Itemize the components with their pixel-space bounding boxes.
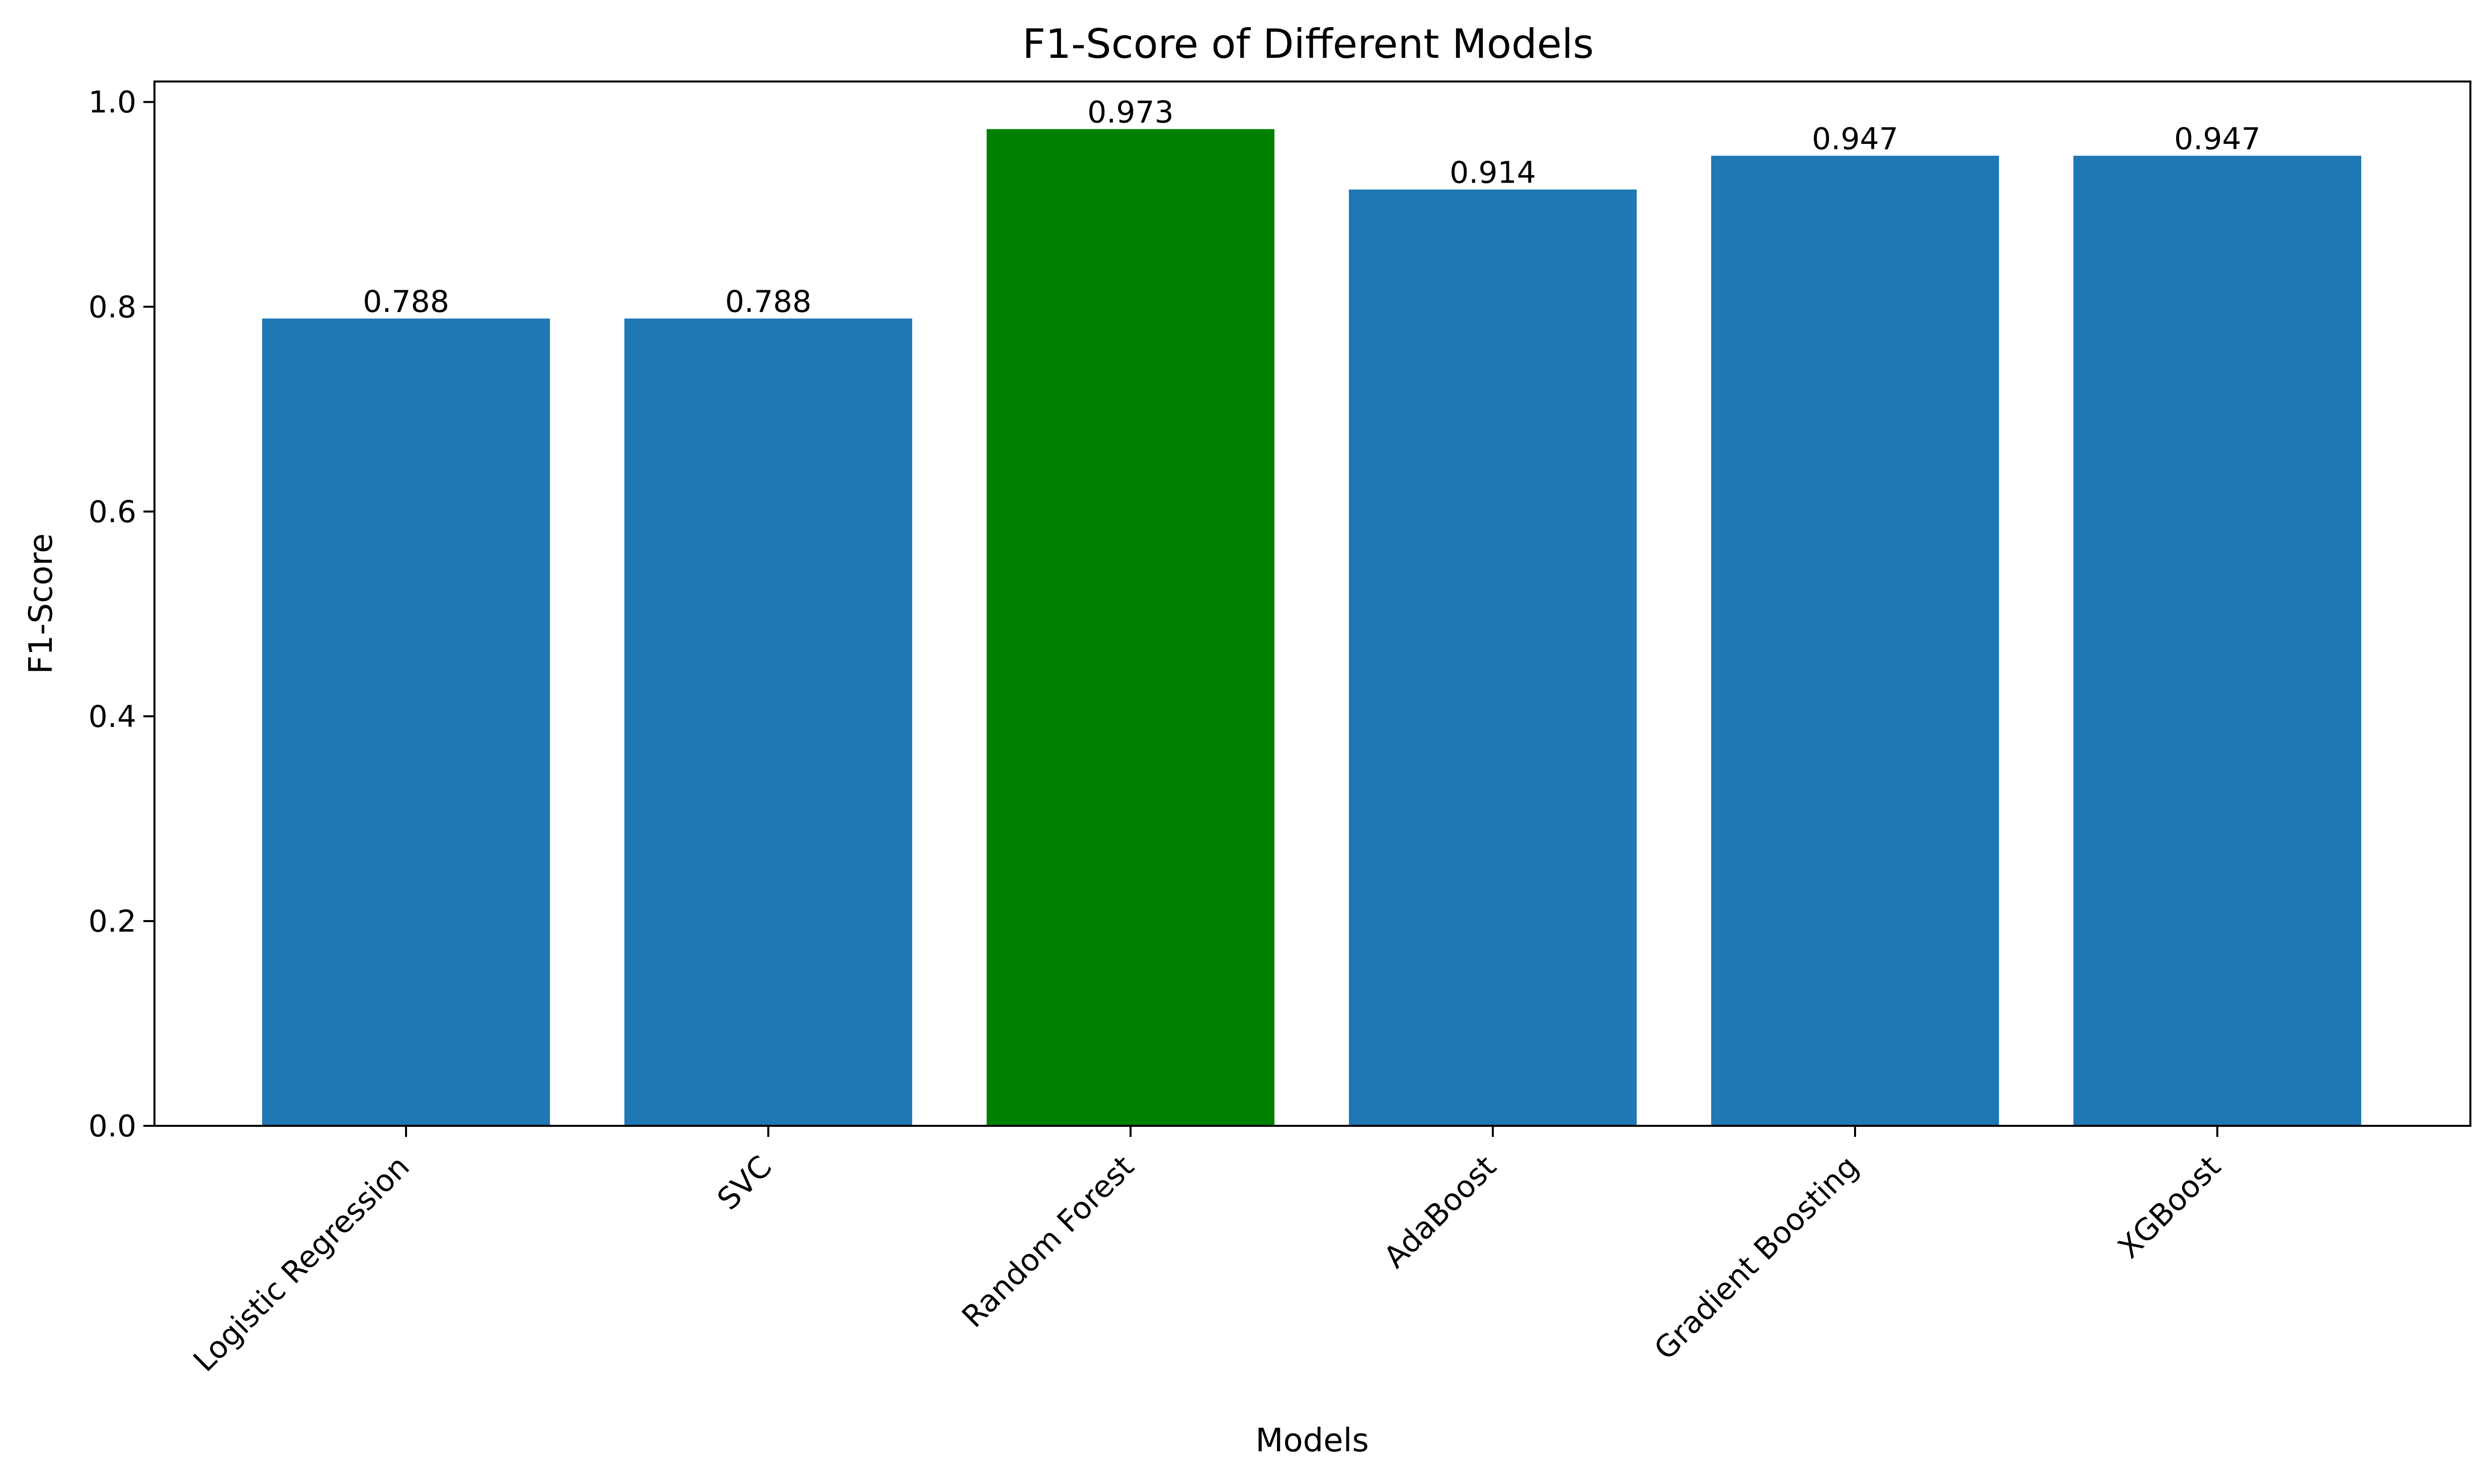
bars-layer: 0.788 0.788 0.973 0.914 0.947 0.947 <box>262 95 2361 1127</box>
data-label: 0.947 <box>2174 122 2261 157</box>
y-tick-label: 0.4 <box>89 699 136 734</box>
y-tick-label: 0.8 <box>89 290 136 325</box>
bar-svc <box>624 318 912 1126</box>
data-label: 0.788 <box>363 284 449 319</box>
plot-frame <box>153 80 2471 1127</box>
y-tick-label: 0.2 <box>89 904 136 939</box>
chart-title: F1-Score of Different Models <box>1022 21 1594 67</box>
y-tick-label: 1.0 <box>89 85 136 120</box>
bar-random-forest <box>987 129 1274 1126</box>
x-axis-label: Models <box>1255 1422 1369 1459</box>
y-tick-label: 0.6 <box>89 494 136 530</box>
data-label: 0.788 <box>725 284 812 319</box>
bar-logistic-regression <box>262 318 550 1126</box>
y-axis-label: F1-Score <box>23 533 60 674</box>
bar-adaboost <box>1349 189 1637 1126</box>
y-tick-label: 0.0 <box>89 1109 136 1144</box>
bar-xgboost <box>2073 155 2361 1127</box>
bar-gradient-boosting <box>1711 155 1999 1127</box>
data-label: 0.973 <box>1087 95 1174 130</box>
data-label: 0.947 <box>1812 122 1898 157</box>
data-label: 0.914 <box>1450 155 1536 191</box>
